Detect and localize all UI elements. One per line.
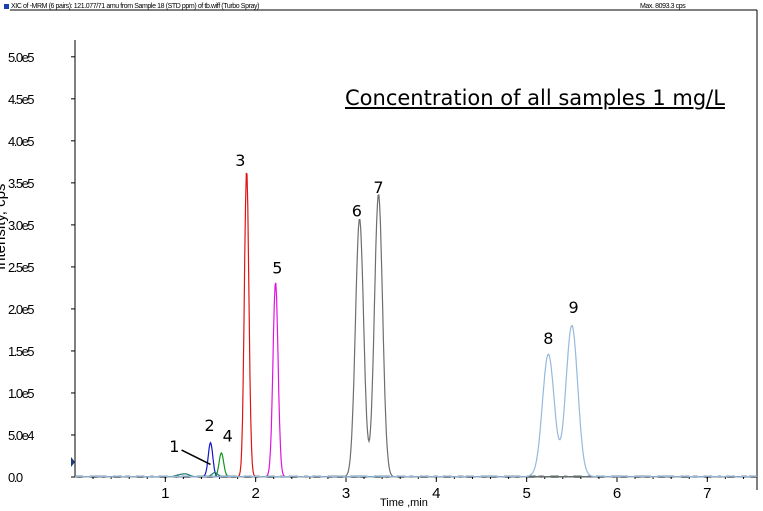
peak-label: 1 xyxy=(169,437,179,456)
axes: 0.0 5.0e4 1.0e5 1.5e5 2.0e5 2.5e5 3.0e5 3.5e5 4.… xyxy=(8,40,757,502)
x-tick-label: 1 xyxy=(161,485,169,502)
x-tick-label: 7 xyxy=(703,485,711,502)
series-line xyxy=(75,172,758,478)
max-intensity-readout: Max. 8093.3 cps xyxy=(640,3,686,10)
series-line xyxy=(75,451,758,478)
x-tick-label: 2 xyxy=(251,485,259,502)
series-layer xyxy=(75,172,758,478)
y-tick-label: 0.0 xyxy=(8,470,23,485)
baseline-marker-icon xyxy=(71,457,75,467)
x-tick-label: 3 xyxy=(342,485,350,502)
trace-header: XIC of -MRM (6 pairs): 121.077/71 amu fr… xyxy=(4,3,259,10)
y-tick-label: 5.0e4 xyxy=(8,428,34,443)
peak-label: 2 xyxy=(204,416,214,435)
y-tick-label: 1.5e5 xyxy=(8,344,34,359)
peak-label: 9 xyxy=(569,298,579,317)
y-tick-label: 3.0e5 xyxy=(8,218,34,233)
y-tick-label: 5.0e5 xyxy=(8,50,34,65)
peak-label: 6 xyxy=(352,201,362,220)
x-tick-label: 5 xyxy=(522,485,530,502)
y-tick-label: 3.5e5 xyxy=(8,176,34,191)
y-tick-label: 4.0e5 xyxy=(8,134,34,149)
y-tick-label: 4.5e5 xyxy=(8,92,34,107)
peak-label: 3 xyxy=(235,151,245,170)
trace-color-icon xyxy=(4,4,9,9)
x-tick-label: 4 xyxy=(432,485,440,502)
peak-label: 8 xyxy=(543,329,553,348)
x-axis-label: Time ,min xyxy=(380,497,428,509)
y-tick-label: 2.5e5 xyxy=(8,260,34,275)
series-line xyxy=(75,324,758,478)
y-axis-label: Intensity, cps xyxy=(0,183,9,270)
y-tick-label: 1.0e5 xyxy=(8,386,34,401)
peak-label: 5 xyxy=(272,259,282,278)
trace-header-text: XIC of -MRM (6 pairs): 121.077/71 amu fr… xyxy=(11,3,260,10)
x-tick-label: 6 xyxy=(613,485,621,502)
plot-area xyxy=(10,9,758,490)
series-line xyxy=(75,194,758,478)
peak-label: 7 xyxy=(373,178,383,197)
concentration-annotation: Concentration of all samples 1 mg/L xyxy=(345,86,725,110)
peak-label: 4 xyxy=(223,427,233,446)
peak-pointer-line xyxy=(181,449,211,466)
y-tick-label: 2.0e5 xyxy=(8,302,34,317)
